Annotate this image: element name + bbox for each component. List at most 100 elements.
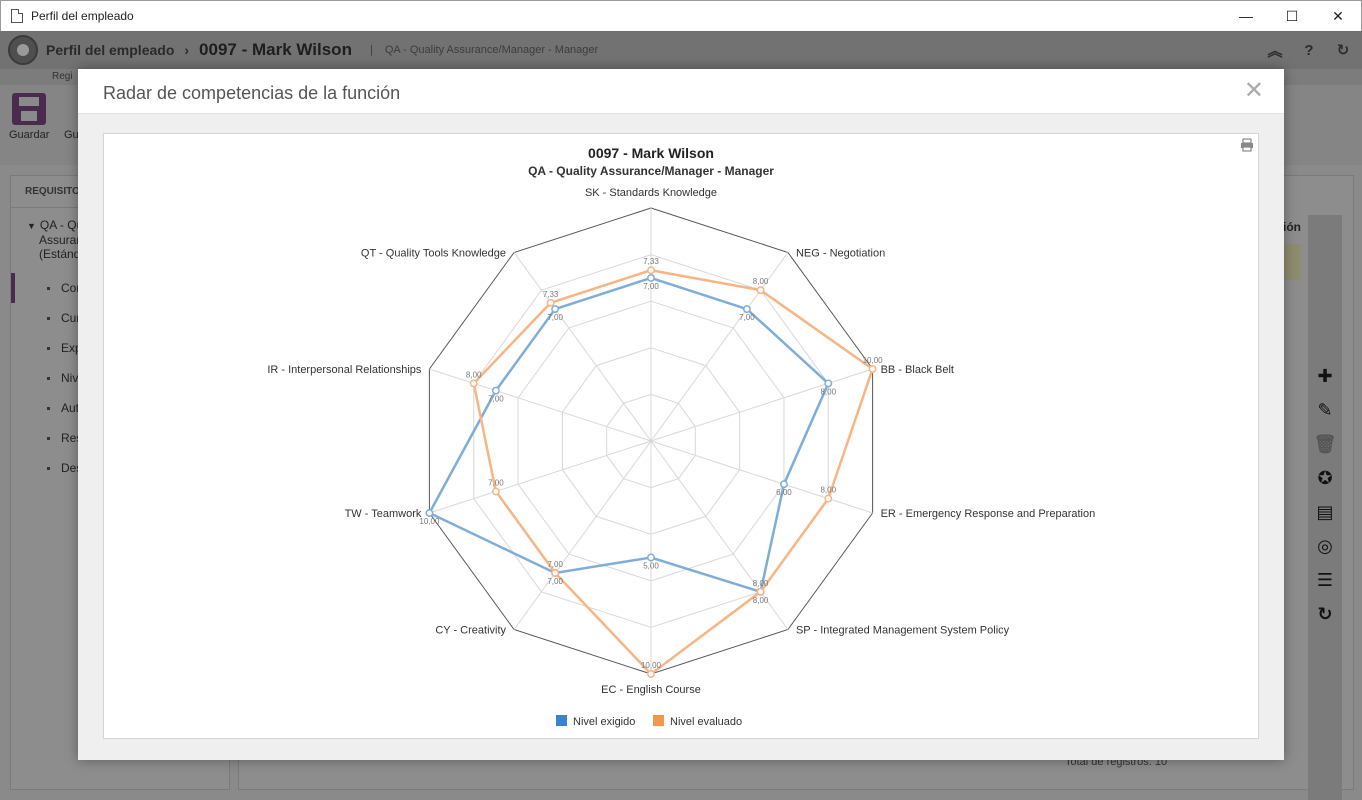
category-label: NEG - Negotiation xyxy=(796,247,885,259)
tree-item[interactable]: Cor xyxy=(11,273,229,303)
series-point[interactable] xyxy=(756,587,765,596)
series-point[interactable] xyxy=(491,386,500,395)
card-icon[interactable]: ▤ xyxy=(1316,501,1334,522)
modal-title: Radar de competencias de la función xyxy=(103,83,401,103)
category-label: EC - English Course xyxy=(601,684,701,696)
series-point[interactable] xyxy=(647,670,655,678)
add-icon[interactable]: ✚ xyxy=(1317,365,1333,386)
tree-item[interactable]: Aut xyxy=(11,393,229,423)
save-button-label[interactable]: Guardar xyxy=(9,129,50,141)
breadcrumb-pipe: | xyxy=(369,44,373,56)
data-label: 7,00 xyxy=(547,560,563,569)
series-point[interactable] xyxy=(647,266,655,275)
document-icon xyxy=(11,9,23,23)
series-point[interactable] xyxy=(780,480,788,489)
radar-spoke xyxy=(513,252,652,442)
breadcrumb-separator: › xyxy=(184,42,190,58)
data-label: 8,00 xyxy=(820,486,836,495)
refresh-icon[interactable]: ↻ xyxy=(1336,42,1350,59)
modal-header: Radar de competencias de la función ✕ xyxy=(78,69,1284,114)
collapse-icon[interactable]: ︽ xyxy=(1267,42,1283,60)
tree-root[interactable]: ▼ QA - Qu Assurar (Estánd xyxy=(11,208,229,261)
save2-button-label[interactable]: Gu xyxy=(64,129,79,141)
window-title: Perfil del empleado xyxy=(31,9,134,23)
legend-swatch[interactable] xyxy=(556,715,567,726)
data-label: 7,00 xyxy=(488,395,504,404)
data-label: 7,00 xyxy=(739,313,755,322)
tree-item[interactable]: Des xyxy=(11,453,229,483)
chart-card: 0097 - Mark Wilson QA - Quality Assuranc… xyxy=(103,133,1259,739)
reload-icon[interactable]: ↻ xyxy=(1317,603,1333,624)
data-label: 5,00 xyxy=(643,562,659,571)
app-header: Perfil del empleado › 0097 - Mark Wilson… xyxy=(0,31,1362,69)
radar-spoke xyxy=(650,368,873,442)
data-label: 8,00 xyxy=(753,277,769,286)
series-point[interactable] xyxy=(469,379,478,388)
tree-root-line-3: (Estánd xyxy=(39,247,81,261)
series-point[interactable] xyxy=(551,569,560,577)
data-label: 8,00 xyxy=(820,387,836,396)
data-label: 7,33 xyxy=(543,290,559,299)
series-point[interactable] xyxy=(756,286,765,295)
modal-close-button[interactable]: ✕ xyxy=(1243,77,1264,104)
legend-label[interactable]: Nivel evaluado xyxy=(670,716,742,728)
series-point[interactable] xyxy=(551,305,560,313)
data-label: 7,00 xyxy=(547,313,563,322)
app-logo-icon xyxy=(8,35,38,65)
radar-spoke xyxy=(650,440,873,514)
tree-item[interactable]: Exp xyxy=(11,333,229,363)
radar-chart: 0097 - Mark Wilson QA - Quality Assuranc… xyxy=(267,145,1096,728)
data-label: 7,00 xyxy=(488,478,504,487)
tree-item[interactable]: Res xyxy=(11,423,229,453)
breadcrumb-module[interactable]: Perfil del empleado xyxy=(46,42,175,58)
data-label: 10,00 xyxy=(419,517,440,526)
category-label: SK - Standards Knowledge xyxy=(585,187,717,199)
series-point[interactable] xyxy=(425,509,434,517)
legend-swatch[interactable] xyxy=(653,715,664,726)
print-icon[interactable] xyxy=(1240,138,1254,152)
series-point[interactable] xyxy=(742,305,751,313)
list-icon[interactable]: ☰ xyxy=(1316,569,1334,590)
tree-item[interactable]: Niv xyxy=(11,363,229,393)
tree-item[interactable]: Cur xyxy=(11,303,229,333)
series-point[interactable] xyxy=(647,273,655,282)
help-icon[interactable]: ? xyxy=(1304,41,1314,59)
radar-spoke xyxy=(429,368,652,442)
radar-modal: Radar de competencias de la función ✕ 00… xyxy=(78,69,1284,760)
series-point[interactable] xyxy=(824,379,833,388)
series-line xyxy=(427,276,830,594)
tree-root-line-1: QA - Qu xyxy=(39,218,84,232)
radar-spoke xyxy=(650,440,789,630)
data-label: 8,00 xyxy=(466,370,482,379)
series-point[interactable] xyxy=(868,365,877,373)
side-toolbar: ✚ ✎ 🗑 ✪ ▤ ◎ ☰ ↻ xyxy=(1308,215,1342,800)
series-point[interactable] xyxy=(546,298,555,307)
series-point[interactable] xyxy=(491,487,500,496)
category-label: CY - Creativity xyxy=(435,625,506,637)
series-point[interactable] xyxy=(647,553,655,562)
data-label: 6,00 xyxy=(776,488,792,497)
data-label: 10,00 xyxy=(641,661,662,670)
maximize-button[interactable]: ☐ xyxy=(1285,7,1299,24)
category-label: SP - Integrated Management System Policy xyxy=(796,625,1010,637)
data-label: 8,00 xyxy=(753,596,769,605)
save-icon[interactable] xyxy=(12,93,46,125)
delete-icon[interactable]: 🗑 xyxy=(1313,433,1337,454)
target-icon[interactable]: ◎ xyxy=(1317,535,1333,556)
category-label: ER - Emergency Response and Preparation xyxy=(881,508,1096,520)
category-label: BB - Black Belt xyxy=(881,364,954,376)
minimize-button[interactable]: — xyxy=(1239,8,1253,24)
chart-subtitle: QA - Quality Assurance/Manager - Manager xyxy=(528,164,774,178)
category-label: QT - Quality Tools Knowledge xyxy=(361,247,506,259)
chart-title: 0097 - Mark Wilson xyxy=(588,145,714,161)
legend-label[interactable]: Nivel exigido xyxy=(573,716,635,728)
data-label: 10,00 xyxy=(863,356,884,365)
caret-down-icon[interactable]: ▼ xyxy=(27,221,36,231)
series-point[interactable] xyxy=(824,494,833,503)
award-icon[interactable]: ✪ xyxy=(1317,467,1333,488)
data-label: 7,00 xyxy=(547,577,563,586)
tree-root-line-2: Assurar xyxy=(39,233,81,247)
breadcrumb-employee: 0097 - Mark Wilson xyxy=(199,40,352,59)
close-window-button[interactable]: ✕ xyxy=(1332,7,1344,24)
edit-icon[interactable]: ✎ xyxy=(1317,399,1333,420)
